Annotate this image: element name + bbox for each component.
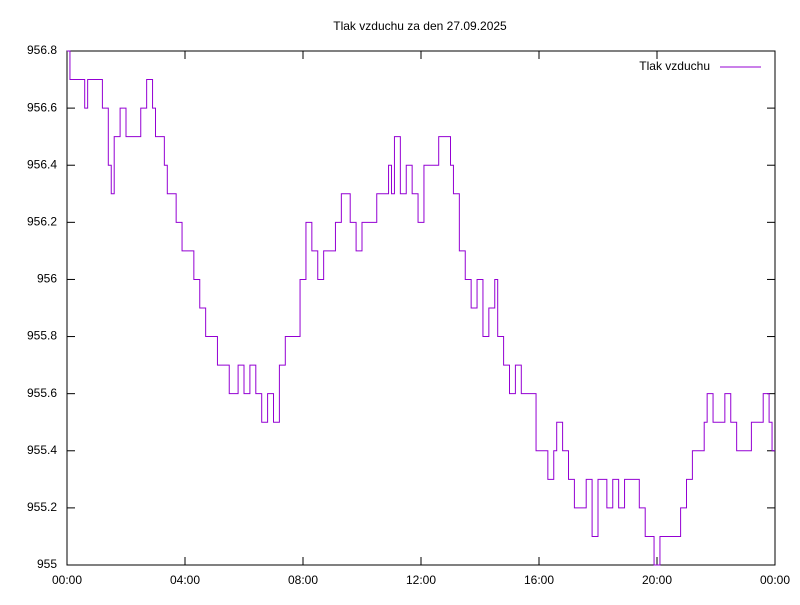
y-tick-label: 956.8	[27, 43, 57, 57]
y-tick-label: 955.4	[27, 443, 57, 457]
legend-label: Tlak vzduchu	[639, 59, 710, 73]
y-tick-label: 956.6	[27, 100, 57, 114]
x-tick-label: 16:00	[524, 573, 554, 587]
x-tick-label: 12:00	[406, 573, 436, 587]
y-tick-label: 955.2	[27, 500, 57, 514]
y-tick-label: 955	[37, 557, 57, 571]
x-tick-label: 08:00	[288, 573, 318, 587]
x-tick-label: 04:00	[170, 573, 200, 587]
y-tick-label: 956	[37, 272, 57, 286]
data-line	[67, 50, 775, 566]
chart-title: Tlak vzduchu za den 27.09.2025	[333, 19, 507, 33]
y-tick-label: 955.6	[27, 386, 57, 400]
x-tick-label: 00:00	[760, 573, 790, 587]
x-tick-label: 20:00	[642, 573, 672, 587]
y-tick-label: 956.2	[27, 215, 57, 229]
y-tick-label: 956.4	[27, 157, 57, 171]
x-tick-label: 00:00	[52, 573, 82, 587]
y-tick-label: 955.8	[27, 329, 57, 343]
